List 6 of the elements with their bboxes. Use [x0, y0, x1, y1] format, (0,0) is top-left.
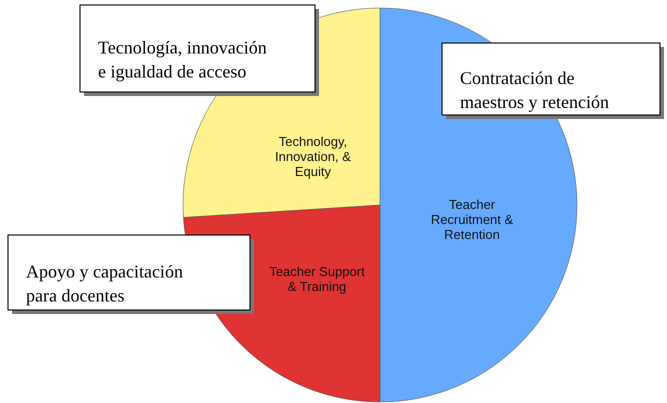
slice-label: Teacher Recruitment & Retention	[430, 197, 514, 242]
slice-label: Teacher Support & Training	[269, 264, 366, 294]
slice-label: Technology, Innovation, & Equity	[274, 134, 352, 180]
text: Tecnología, innovación e igualdad de acceso	[98, 38, 267, 82]
text: Contratación de maestros y retención	[460, 68, 609, 112]
text: Apoyo y capacitación para docentes	[26, 262, 183, 306]
